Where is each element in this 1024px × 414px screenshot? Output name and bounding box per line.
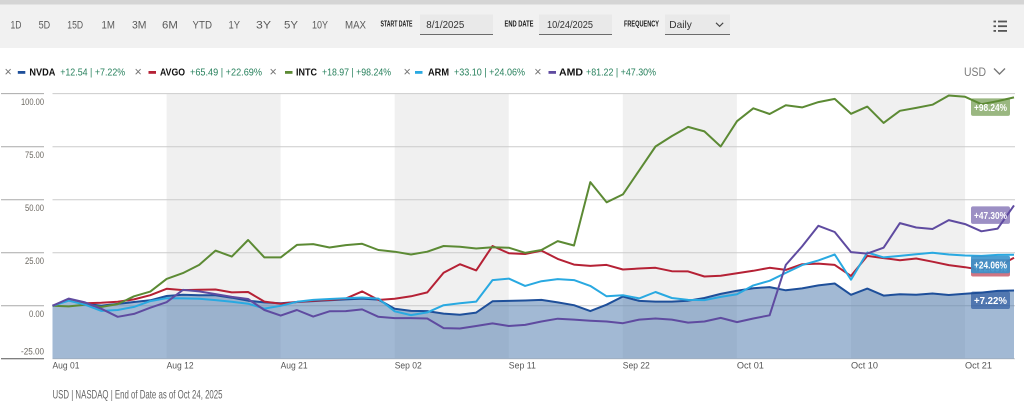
svg-text:5D: 5D	[39, 20, 51, 32]
svg-text:START DATE: START DATE	[381, 20, 413, 29]
svg-text:+65.49 | +22.69%: +65.49 | +22.69%	[190, 67, 262, 78]
svg-text:10Y: 10Y	[312, 20, 329, 32]
svg-text:YTD: YTD	[193, 20, 213, 32]
svg-text:END DATE: END DATE	[505, 20, 534, 29]
svg-text:+7.22%: +7.22%	[974, 296, 1007, 307]
svg-text:8/1/2025: 8/1/2025	[426, 20, 464, 31]
svg-text:+47.30%: +47.30%	[974, 211, 1007, 222]
svg-text:ARM: ARM	[428, 67, 449, 78]
svg-text:+33.10 | +24.06%: +33.10 | +24.06%	[454, 67, 525, 78]
svg-text:Oct 10: Oct 10	[851, 360, 878, 370]
svg-text:FREQUENCY: FREQUENCY	[624, 20, 659, 29]
svg-text:50.00: 50.00	[25, 203, 44, 214]
svg-text:AMD: AMD	[559, 67, 583, 78]
svg-text:-25.00: -25.00	[21, 346, 44, 357]
svg-text:Oct 21: Oct 21	[965, 360, 992, 370]
svg-text:25.00: 25.00	[25, 256, 44, 267]
svg-text:Aug 21: Aug 21	[281, 360, 308, 370]
svg-text:Aug 01: Aug 01	[53, 360, 80, 370]
svg-text:×: ×	[270, 65, 277, 79]
svg-text:3Y: 3Y	[256, 20, 272, 32]
svg-text:+81.22 | +47.30%: +81.22 | +47.30%	[586, 67, 656, 78]
svg-text:Sep 02: Sep 02	[395, 360, 422, 370]
svg-text:NVDA: NVDA	[29, 67, 55, 78]
svg-text:USD | NASDAQ | End of Date as: USD | NASDAQ | End of Date as of Oct 24,…	[53, 387, 223, 401]
svg-text:Daily: Daily	[669, 19, 692, 31]
svg-text:Sep 11: Sep 11	[509, 360, 536, 370]
svg-text:MAX: MAX	[345, 20, 367, 32]
svg-text:1M: 1M	[102, 20, 115, 32]
svg-text:USD: USD	[964, 65, 986, 79]
svg-text:5Y: 5Y	[284, 20, 299, 32]
svg-text:×: ×	[404, 65, 411, 79]
svg-text:15D: 15D	[67, 20, 83, 32]
svg-text:10/24/2025: 10/24/2025	[547, 20, 593, 31]
svg-text:75.00: 75.00	[25, 150, 44, 161]
svg-text:100.00: 100.00	[21, 97, 44, 108]
svg-text:+98.24%: +98.24%	[974, 103, 1007, 114]
svg-text:+18.97 | +98.24%: +18.97 | +98.24%	[322, 67, 391, 78]
svg-text:3M: 3M	[132, 20, 147, 32]
svg-text:0.00: 0.00	[29, 309, 44, 320]
svg-text:Sep 22: Sep 22	[623, 360, 650, 370]
svg-text:INTC: INTC	[296, 67, 317, 78]
svg-text:Oct 01: Oct 01	[737, 360, 764, 370]
svg-text:1D: 1D	[11, 20, 22, 32]
svg-text:Aug 12: Aug 12	[167, 360, 194, 370]
svg-text:6M: 6M	[162, 20, 178, 32]
svg-text:+24.06%: +24.06%	[974, 260, 1007, 271]
svg-text:+12.54 | +7.22%: +12.54 | +7.22%	[60, 67, 125, 78]
svg-text:AVGO: AVGO	[160, 67, 185, 78]
svg-text:×: ×	[135, 65, 142, 79]
svg-text:×: ×	[5, 65, 12, 79]
svg-text:1Y: 1Y	[229, 20, 241, 32]
svg-text:×: ×	[534, 65, 541, 79]
